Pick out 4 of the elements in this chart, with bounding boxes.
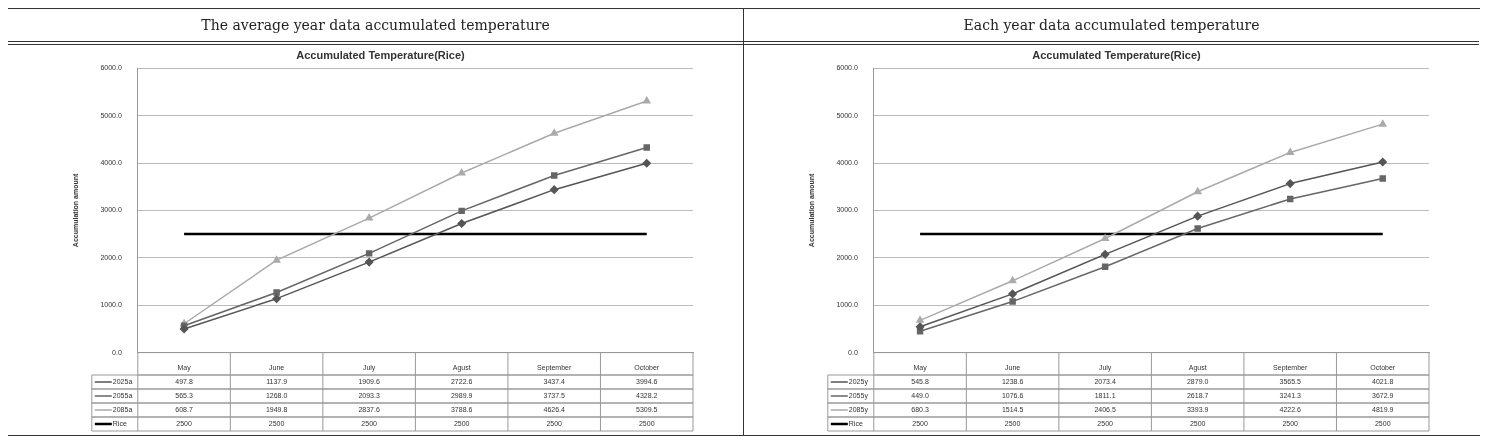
chart-title: Accumulated Temperature(Rice) xyxy=(1032,48,1202,61)
chart-subtitle: The average year data accumulated temperature xyxy=(8,9,743,45)
chart-title: Accumulated Temperature(Rice) xyxy=(296,48,466,61)
chart-subtitle: Each year data accumulated temperature xyxy=(744,9,1479,45)
